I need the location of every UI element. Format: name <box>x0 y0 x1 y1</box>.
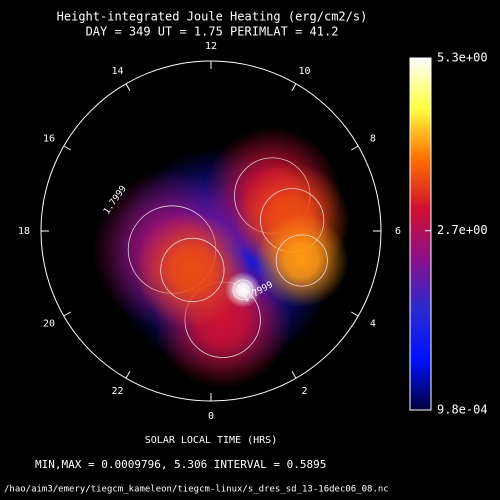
hour-tick <box>351 311 359 317</box>
hour-tick <box>351 145 359 151</box>
hour-tick <box>63 311 71 317</box>
colorbar <box>409 57 432 411</box>
hour-label: 6 <box>395 226 401 237</box>
contour <box>275 234 328 287</box>
heat-spot <box>224 271 261 308</box>
contour <box>232 279 254 301</box>
hour-label: 10 <box>298 66 310 77</box>
hour-label: 8 <box>370 134 376 145</box>
chart-subtitle: DAY = 349 UT = 1.75 PERIMLAT = 41.2 <box>86 25 339 39</box>
colorbar-label: 5.3e+00 <box>437 51 488 65</box>
hour-tick <box>291 371 297 379</box>
heat-spot <box>255 213 349 308</box>
hour-tick <box>63 145 71 151</box>
hour-label: 20 <box>43 319 55 330</box>
footer: MIN,MAX = 0.0009796, 5.306 INTERVAL = 0.… <box>35 458 326 471</box>
hour-label: 0 <box>208 411 214 422</box>
hour-label: 14 <box>111 66 123 77</box>
hour-label: 12 <box>205 41 217 52</box>
colorbar-label: 2.7e+00 <box>437 223 488 237</box>
hour-tick <box>125 371 131 379</box>
hour-label: 16 <box>43 134 55 145</box>
hour-label: 18 <box>18 226 30 237</box>
hour-label: 4 <box>370 319 376 330</box>
colorbar-label: 9.8e-04 <box>437 403 488 417</box>
x-axis-label: SOLAR LOCAL TIME (HRS) <box>145 435 277 446</box>
hour-label: 22 <box>111 386 123 397</box>
contour <box>160 237 225 303</box>
hour-label: 2 <box>301 386 307 397</box>
chart-title: Height-integrated Joule Heating (erg/cm2… <box>57 10 368 24</box>
heat-spot <box>134 212 251 328</box>
hour-tick <box>125 83 131 91</box>
hour-tick <box>291 83 297 91</box>
source-path: /hao/aim3/emery/tiegcm_kameleon/tiegcm-l… <box>4 485 389 495</box>
